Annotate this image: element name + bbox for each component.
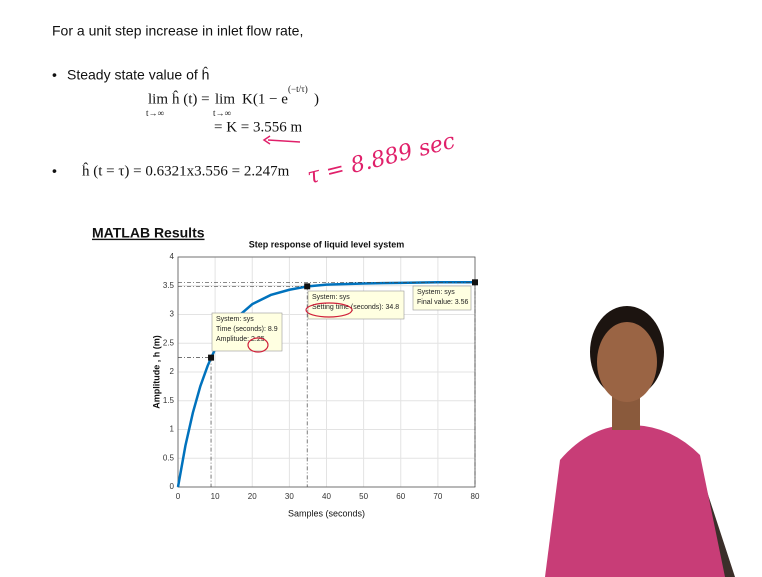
equation: = K = 3.556 m [214,119,303,135]
datatip-text: Time (seconds): 8.9 [216,326,278,333]
x-axis-label: Samples (seconds) [288,508,365,518]
chart-title: Step response of liquid level system [249,239,405,249]
x-tick-label: 40 [322,492,331,501]
y-tick-label: 4 [170,252,175,261]
x-tick-label: 50 [359,492,368,501]
intro-text: For a unit step increase in inlet flow r… [52,23,303,39]
x-tick-label: 60 [396,492,405,501]
bullet-text: Steady state value of ĥ [67,66,209,83]
hand-arrow [264,136,300,144]
equation: ĥ (t) = [172,90,210,107]
datatip-text: Setting time (seconds): 34.8 [312,304,399,311]
datatip-marker [472,279,478,285]
datatip-marker [208,355,214,361]
datatip-text: System: sys [216,316,254,323]
y-tick-label: 0.5 [163,453,175,462]
equation: ) [314,91,319,107]
shirt [545,425,725,577]
section-title: MATLAB Results [92,225,205,241]
handwritten-note: τ = 8.889 sec [305,129,458,190]
x-tick-label: 10 [211,492,220,501]
equation: t→∞ [146,108,164,118]
y-tick-label: 1 [170,425,175,434]
datatip-text: System: sys [417,289,455,296]
datatip-text: Final value: 3.56 [417,299,468,306]
y-axis-label: Amplitude , h (m) [151,335,161,409]
y-tick-label: 3 [170,310,175,319]
y-tick-label: 0 [170,482,175,491]
y-tick-label: 2.5 [163,338,175,347]
face [597,322,657,402]
y-tick-label: 2 [170,367,175,376]
datatip-text: System: sys [312,294,350,301]
x-tick-label: 30 [285,492,294,501]
equation: t→∞ [213,108,231,118]
x-tick-label: 0 [176,492,181,501]
datatip-text: Amplitude: 2.25 [216,336,265,343]
x-tick-label: 80 [471,492,480,501]
x-tick-label: 70 [433,492,442,501]
bullet: • [52,67,57,83]
datatip-marker [304,283,310,289]
y-tick-label: 1.5 [163,396,175,405]
equation: lim [215,91,235,107]
x-tick-label: 20 [248,492,257,501]
bullet-text: ĥ (t = τ) = 0.6321x3.556 = 2.247m [82,162,290,179]
y-tick-label: 3.5 [163,281,175,290]
equation: K(1 − e [242,91,288,107]
equation: (−t/τ) [288,84,308,94]
slide: For a unit step increase in inlet flow r… [0,0,762,577]
equation: lim [148,91,168,107]
bullet: • [52,163,57,179]
presenter [545,306,735,577]
